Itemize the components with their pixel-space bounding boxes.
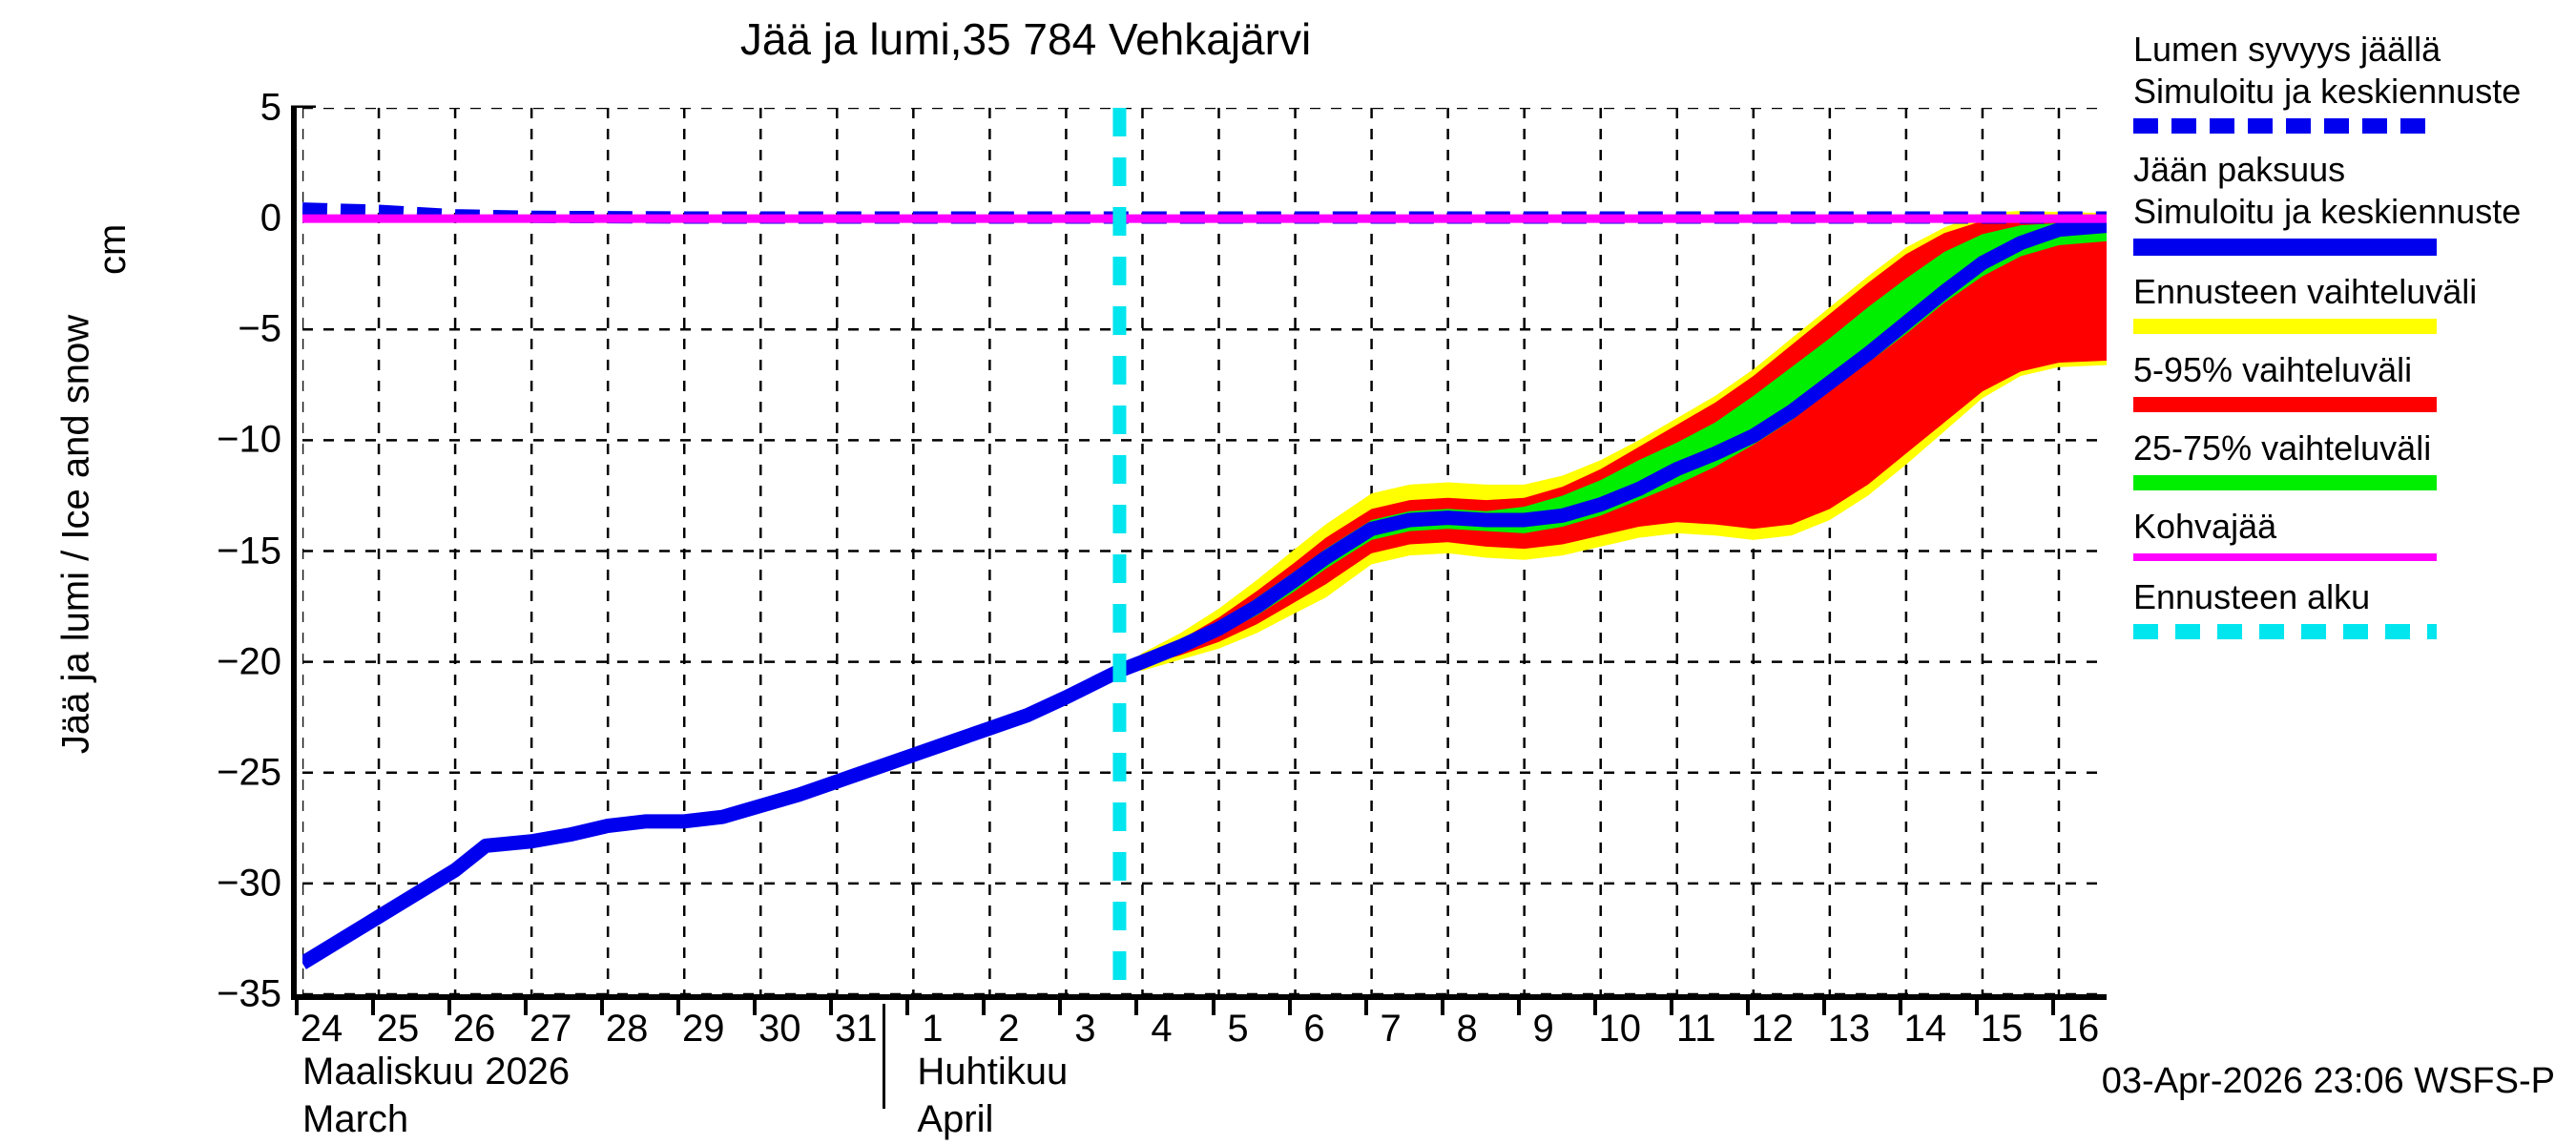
y-axis-title-text: Jää ja lumi / Ice and snow <box>54 314 97 755</box>
plot-inner <box>297 108 2107 994</box>
x-axis-tick-mark <box>982 1000 987 1015</box>
x-axis-tick-mark <box>1363 1000 1368 1015</box>
month-label-en: April <box>917 1098 994 1140</box>
legend-item-label: Lumen syvyys jäällä <box>2133 30 2441 69</box>
y-axis-tick-label: −25 <box>217 751 281 794</box>
x-axis-tick-label: 4 <box>1151 1008 1173 1050</box>
x-axis-tick-mark <box>753 1000 758 1015</box>
x-axis-tick-label: 14 <box>1903 1008 1947 1050</box>
month-label-en: March <box>302 1098 409 1140</box>
y-axis-tick-label: −5 <box>238 307 281 350</box>
chart-canvas <box>302 108 2107 994</box>
x-axis-tick-label: 5 <box>1227 1008 1249 1050</box>
y-axis-tick-label: 5 <box>260 86 281 129</box>
x-axis-tick-mark <box>905 1000 910 1015</box>
x-axis-tick-mark <box>1669 1000 1673 1015</box>
x-axis-tick-label: 10 <box>1598 1008 1641 1050</box>
month-label-block: Huhtikuu April <box>917 1048 1068 1143</box>
legend-swatch-dashed-blue <box>2133 118 2437 134</box>
x-axis-tick-label: 25 <box>376 1008 420 1050</box>
x-axis-tick-label: 28 <box>605 1008 649 1050</box>
legend-item[interactable]: Ennusteen alku <box>2133 576 2553 639</box>
legend-swatch-magenta <box>2133 553 2437 561</box>
legend-item[interactable]: Ennusteen vaihteluväli <box>2133 271 2553 334</box>
legend-swatch-green <box>2133 475 2437 490</box>
x-axis-tick-label: 31 <box>835 1008 878 1050</box>
month-label-fi: Maaliskuu 2026 <box>302 1051 571 1093</box>
y-axis-tick-label: −15 <box>217 530 281 572</box>
legend-swatch-yellow <box>2133 319 2437 334</box>
y-axis-tick-label: 0 <box>260 197 281 239</box>
legend-item[interactable]: Jään paksuus Simuloitu ja keskiennuste <box>2133 149 2553 256</box>
plot-area[interactable] <box>291 108 2107 1000</box>
legend-item-label: 25-75% vaihteluväli <box>2133 428 2432 468</box>
x-axis-tick-label: 6 <box>1303 1008 1325 1050</box>
legend-item-sublabel: Simuloitu ja keskiennuste <box>2133 192 2522 231</box>
x-axis-tick-label: 29 <box>681 1008 725 1050</box>
x-axis-tick-label: 7 <box>1380 1008 1402 1050</box>
x-axis-tick-label: 8 <box>1456 1008 1478 1050</box>
month-label-block: Maaliskuu 2026 March <box>302 1048 570 1143</box>
y-axis-tick-label: −30 <box>217 862 281 905</box>
y-axis-tick-labels: 5 0 −5 −10 −15 −20 −25 −30 −35 <box>148 0 281 1145</box>
legend-item-label: Kohvajää <box>2133 507 2277 546</box>
footer-timestamp: 03-Apr-2026 23:06 WSFS-P <box>2101 1061 2555 1101</box>
x-axis-tick-mark <box>600 1000 605 1015</box>
legend-item-sublabel: Simuloitu ja keskiennuste <box>2133 72 2522 111</box>
x-axis-tick-mark <box>1058 1000 1063 1015</box>
x-axis-tick-mark <box>1898 1000 1902 1015</box>
y-axis-tick-label: −10 <box>217 418 281 461</box>
x-axis-tick-label: 24 <box>300 1008 343 1050</box>
legend-swatch-red <box>2133 397 2437 412</box>
x-axis-tick-label: 27 <box>529 1008 572 1050</box>
x-axis-tick-label: 12 <box>1751 1008 1795 1050</box>
x-axis-tick-mark <box>371 1000 376 1015</box>
forecast-band-00ee00 <box>1119 222 2107 671</box>
x-axis-tick-label: 13 <box>1827 1008 1871 1050</box>
x-axis-tick-mark <box>829 1000 834 1015</box>
y-axis-unit: cm <box>92 223 134 275</box>
legend: Lumen syvyys jäällä Simuloitu ja keskienn… <box>2133 29 2553 655</box>
x-axis-tick-label: 2 <box>998 1008 1020 1050</box>
month-separator <box>883 1004 886 1109</box>
x-axis-tick-label: 3 <box>1074 1008 1096 1050</box>
series-line <box>302 219 2107 969</box>
legend-item[interactable]: Kohvajää <box>2133 506 2553 561</box>
x-axis-tick-label: 11 <box>1675 1008 1716 1050</box>
x-axis-tick-label: 9 <box>1532 1008 1554 1050</box>
x-axis-tick-mark <box>1211 1000 1215 1015</box>
legend-swatch-dashed-cyan <box>2133 624 2437 639</box>
x-axis-tick-label: 1 <box>922 1008 944 1050</box>
x-axis-tick-mark <box>1287 1000 1292 1015</box>
legend-item-label: Jään paksuus <box>2133 150 2346 189</box>
x-axis-tick-mark <box>1745 1000 1750 1015</box>
month-label-fi: Huhtikuu <box>917 1051 1069 1093</box>
y-axis-tick-label: −35 <box>217 972 281 1015</box>
x-axis-tick-mark <box>447 1000 452 1015</box>
x-axis-tick-label: 15 <box>1980 1008 2024 1050</box>
x-axis-tick-mark <box>1592 1000 1597 1015</box>
x-axis-tick-mark <box>676 1000 681 1015</box>
legend-item-label: Ennusteen alku <box>2133 577 2371 616</box>
x-axis-tick-mark <box>2050 1000 2055 1015</box>
x-axis-tick-mark <box>1974 1000 1979 1015</box>
x-axis-tick-label: 26 <box>452 1008 496 1050</box>
legend-item[interactable]: 5-95% vaihteluväli <box>2133 349 2553 412</box>
x-axis-tick-mark <box>1440 1000 1444 1015</box>
page-title: Jää ja lumi,35 784 Vehkajärvi <box>739 14 1312 64</box>
x-axis-tick-label: 16 <box>2056 1008 2100 1050</box>
legend-item-label: 5-95% vaihteluväli <box>2133 350 2413 389</box>
x-axis-tick-mark <box>295 1000 299 1015</box>
y-axis-title: Jää ja lumi / Ice and snow <box>50 172 103 897</box>
y-axis-tick-label: −20 <box>217 640 281 683</box>
legend-item-label: Ennusteen vaihteluväli <box>2133 272 2478 311</box>
x-axis-tick-mark <box>1821 1000 1826 1015</box>
legend-swatch-solid-blue <box>2133 239 2437 256</box>
legend-item[interactable]: Lumen syvyys jäällä Simuloitu ja keskienn… <box>2133 29 2553 134</box>
x-axis-tick-mark <box>1134 1000 1139 1015</box>
x-axis-tick-label: 30 <box>758 1008 801 1050</box>
x-axis-tick-mark <box>1516 1000 1521 1015</box>
legend-item[interactable]: 25-75% vaihteluväli <box>2133 427 2553 490</box>
x-axis-tick-mark <box>524 1000 529 1015</box>
